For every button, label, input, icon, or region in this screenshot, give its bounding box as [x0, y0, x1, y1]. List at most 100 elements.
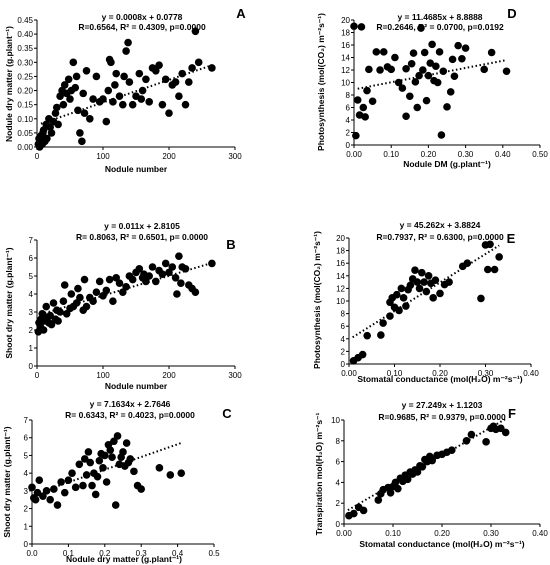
regression-equation: y = 7.1634x + 2.7646 — [90, 399, 171, 409]
regression-equation: y = 11.4685x + 8.8888 — [397, 12, 482, 22]
y-tick-label: 0 — [24, 540, 29, 549]
data-point — [487, 48, 496, 57]
x-tick-label: 0.30 — [478, 369, 494, 378]
data-point — [109, 98, 117, 106]
y-tick-label: 2 — [29, 326, 34, 335]
data-point — [75, 460, 84, 469]
data-point — [60, 281, 69, 289]
regression-stats: R=0.7937, R² = 0.6300, p=0.0000 — [376, 232, 504, 242]
data-point — [135, 265, 144, 273]
y-tick-label: 0.30 — [17, 58, 33, 67]
data-point — [102, 478, 111, 486]
data-point — [483, 265, 492, 274]
y-axis-label: Shoot dry matter (g.plant⁻¹) — [2, 426, 12, 537]
data-point — [102, 117, 111, 126]
data-point — [391, 53, 399, 62]
y-tick-label: 1 — [29, 344, 34, 353]
data-point — [171, 78, 180, 86]
data-point — [372, 48, 381, 56]
data-point — [359, 103, 368, 112]
y-tick-label: 10 — [331, 416, 340, 425]
data-point — [39, 492, 47, 500]
y-tick-label: 0.10 — [17, 115, 33, 124]
data-point — [111, 81, 119, 89]
y-tick-label: 20 — [336, 234, 345, 243]
y-tick-label: 6 — [24, 434, 29, 443]
data-point — [191, 27, 200, 36]
data-point — [145, 272, 153, 280]
data-point — [377, 331, 385, 339]
data-point — [39, 326, 48, 334]
data-point — [79, 481, 87, 490]
data-point — [463, 259, 472, 268]
data-point — [175, 92, 183, 100]
y-tick-label: 0.05 — [17, 129, 33, 138]
data-point — [450, 72, 459, 81]
data-point — [64, 75, 73, 84]
x-tick-label: 0.10 — [385, 529, 401, 538]
data-point — [130, 467, 138, 476]
data-point — [188, 64, 196, 72]
data-point — [191, 288, 200, 297]
y-tick-label: 14 — [336, 272, 345, 281]
x-tick-label: 0.3 — [136, 549, 148, 558]
x-tick-label: 0.00 — [336, 529, 352, 538]
data-point — [49, 299, 58, 307]
panel-letter: C — [222, 406, 232, 421]
data-point — [352, 131, 360, 140]
y-tick-label: 4 — [341, 335, 346, 344]
data-point — [56, 308, 64, 316]
data-point — [173, 290, 181, 298]
data-point — [99, 95, 107, 103]
data-point — [353, 96, 362, 104]
x-axis-label: Nodule number — [105, 381, 168, 391]
y-axis-label: Photosynthesis (mol(CO₂) m⁻²s⁻¹) — [316, 13, 326, 151]
x-tick-label: 300 — [228, 152, 242, 161]
data-point — [60, 488, 69, 497]
data-point — [428, 40, 436, 49]
y-axis-label: Nodule dry matter (g.plant⁻¹) — [4, 26, 14, 142]
x-tick-label: 200 — [162, 371, 176, 380]
data-point — [68, 469, 76, 477]
data-point — [86, 458, 95, 467]
data-point — [82, 302, 91, 311]
data-point — [392, 290, 401, 299]
data-point — [446, 88, 455, 96]
data-point — [82, 471, 91, 479]
regression-equation: y = 27.249x + 1.1203 — [402, 400, 483, 410]
data-point — [142, 75, 150, 84]
data-point — [92, 288, 101, 297]
panel-c: 0 1 2 3 4 5 6 7 0.0 0.1 0.2 0.3 0.4 0.5 y = 7.1634x + … — [2, 399, 232, 564]
y-tick-label: 2 — [336, 499, 341, 508]
data-point — [76, 293, 84, 302]
data-point — [194, 58, 203, 67]
data-point — [462, 437, 471, 445]
y-tick-label: 5 — [24, 451, 29, 460]
data-point — [42, 302, 51, 311]
data-point — [166, 471, 175, 479]
trend-line — [35, 442, 182, 495]
x-axis-label: Nodule DM (g.plant⁻¹) — [403, 159, 491, 169]
data-point — [443, 103, 451, 111]
data-point — [54, 317, 62, 325]
data-point — [208, 259, 216, 268]
regression-stats: R=0.6564, R² = 0.4309, p=0.0000 — [78, 22, 206, 32]
data-point — [379, 48, 388, 56]
data-point — [420, 48, 429, 57]
y-tick-label: 0 — [29, 362, 34, 371]
y-axis-label: Transpiration mol(H₂O) m⁻²s⁻¹ — [314, 412, 324, 535]
data-point — [436, 289, 444, 298]
data-point — [448, 55, 457, 64]
data-point — [64, 476, 73, 485]
data-point — [74, 284, 82, 293]
data-point — [387, 65, 396, 74]
data-point — [138, 86, 147, 95]
x-tick-label: 0.0 — [26, 549, 38, 558]
data-point — [122, 439, 131, 447]
x-axis-label: Nodule dry matter (g.plant⁻¹) — [66, 554, 182, 564]
data-point — [178, 69, 186, 78]
x-tick-label: 0.00 — [346, 150, 362, 159]
panel-f: 0 2 4 6 8 10 0.00 0.10 0.20 0.30 0.40 y = 27.249x +… — [314, 400, 548, 549]
regression-stats: R= 0.8063, R² = 0.6501, p= 0.0000 — [76, 232, 208, 242]
data-point — [69, 58, 78, 67]
